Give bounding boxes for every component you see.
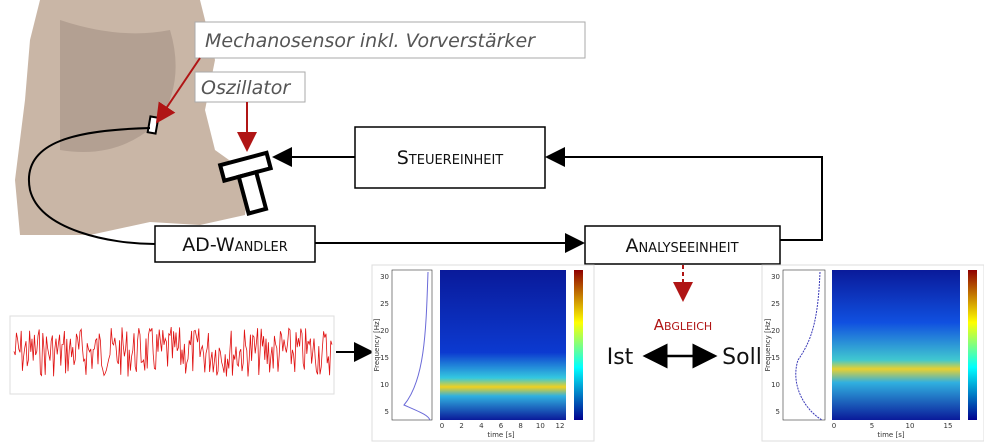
y-tick-label: 30 <box>380 273 389 281</box>
sensor-label: Mechanosensor inkl. Vorverstärker <box>205 30 536 52</box>
y-tick-label: 20 <box>380 327 389 335</box>
sensor <box>148 116 159 133</box>
x-tick-label: 10 <box>536 422 545 430</box>
spectrogram-right: 5 10 15 20 25 30 0 5 10 15 time [s] Frequency [Hz] <box>762 265 984 441</box>
converter-label: AD-Wandler <box>182 234 288 256</box>
x-axis-label: time [s] <box>487 431 514 439</box>
actual-label: Ist <box>607 345 634 370</box>
x-tick-label: 6 <box>499 422 504 430</box>
control-label: Steuereinheit <box>397 147 504 169</box>
y-tick-label: 30 <box>771 273 780 281</box>
x-tick-label: 5 <box>870 422 874 430</box>
y-tick-label: 25 <box>771 300 780 308</box>
x-tick-label: 10 <box>906 422 915 430</box>
diagram: Mechanosensor inkl. Vorverstärker Oszill… <box>0 0 984 442</box>
x-tick-label: 0 <box>440 422 444 430</box>
x-tick-label: 2 <box>459 422 463 430</box>
y-tick-label: 5 <box>385 408 389 416</box>
y-tick-label: 5 <box>776 408 780 416</box>
x-tick-label: 12 <box>556 422 565 430</box>
x-tick-label: 8 <box>518 422 522 430</box>
target-label: Soll <box>722 345 762 370</box>
compare-label: Abgleich <box>654 316 712 334</box>
y-axis-label: Frequency [Hz] <box>764 318 772 371</box>
x-tick-label: 15 <box>944 422 953 430</box>
y-tick-label: 10 <box>771 381 780 389</box>
y-tick-label: 20 <box>771 327 780 335</box>
x-tick-label: 4 <box>479 422 484 430</box>
y-tick-label: 10 <box>380 381 389 389</box>
y-axis-label: Frequency [Hz] <box>373 318 381 371</box>
spectrogram-left: 5 10 15 20 25 30 0 2 4 6 8 10 12 time [s] Frequency [H… <box>372 265 594 441</box>
oscillator-label: Oszillator <box>201 77 291 99</box>
x-axis-label: time [s] <box>877 431 904 439</box>
y-tick-label: 15 <box>771 354 780 362</box>
analysis-label: Analyseeinheit <box>625 235 738 257</box>
x-tick-label: 0 <box>832 422 836 430</box>
y-tick-label: 25 <box>380 300 389 308</box>
y-tick-label: 15 <box>380 354 389 362</box>
